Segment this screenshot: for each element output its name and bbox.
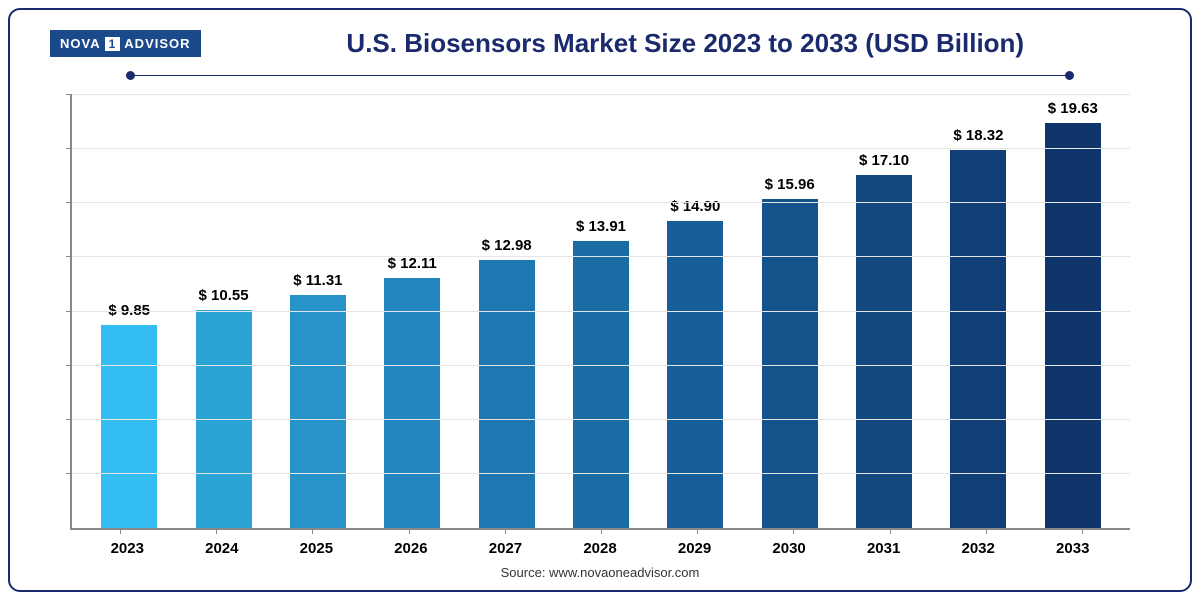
chart-title: U.S. Biosensors Market Size 2023 to 2033…: [221, 28, 1150, 59]
bar: [856, 175, 912, 528]
x-tick: [216, 528, 217, 534]
x-tick: [601, 528, 602, 534]
grid-line: [72, 473, 1130, 474]
grid-line: [72, 256, 1130, 257]
bar-value-label: $ 18.32: [953, 127, 1003, 144]
x-axis-label: 2032: [931, 540, 1026, 557]
x-axis-label: 2023: [80, 540, 175, 557]
bar-value-label: $ 17.10: [859, 152, 909, 169]
x-tick: [697, 528, 698, 534]
bar: [101, 325, 157, 528]
y-tick: [66, 473, 72, 474]
x-tick: [120, 528, 121, 534]
x-tick: [793, 528, 794, 534]
x-tick: [986, 528, 987, 534]
x-axis-label: 2025: [269, 540, 364, 557]
bar-group: $ 12.11: [365, 95, 459, 528]
chart-plot-area: $ 9.85 $ 10.55 $ 11.31 $ 12.11 $ 12.98 $ 13.9…: [70, 95, 1130, 530]
y-tick: [66, 256, 72, 257]
y-tick: [66, 202, 72, 203]
logo-text-right: ADVISOR: [124, 36, 190, 51]
logo-text-mid: 1: [105, 37, 121, 51]
bar: [573, 241, 629, 528]
x-tick: [312, 528, 313, 534]
x-tick: [409, 528, 410, 534]
y-tick: [66, 94, 72, 95]
divider-dot-right: [1065, 71, 1074, 80]
grid-line: [72, 94, 1130, 95]
y-tick: [66, 419, 72, 420]
grid-line: [72, 311, 1130, 312]
y-tick: [66, 365, 72, 366]
x-axis-label: 2033: [1025, 540, 1120, 557]
x-axis-labels: 2023202420252026202720282029203020312032…: [70, 540, 1130, 557]
bar-value-label: $ 12.11: [388, 255, 437, 272]
bar: [290, 295, 346, 528]
bar-group: $ 17.10: [837, 95, 931, 528]
bar-value-label: $ 12.98: [482, 237, 532, 254]
y-tick: [66, 311, 72, 312]
bar-value-label: $ 19.63: [1048, 100, 1098, 117]
bar-value-label: $ 15.96: [765, 176, 815, 193]
bar-group: $ 18.32: [931, 95, 1025, 528]
x-tick: [890, 528, 891, 534]
bar-group: $ 12.98: [459, 95, 553, 528]
x-axis-label: 2026: [364, 540, 459, 557]
bar-group: $ 9.85: [82, 95, 176, 528]
bar-value-label: $ 14.90: [670, 198, 720, 215]
title-divider: [130, 67, 1070, 85]
x-axis-label: 2031: [836, 540, 931, 557]
brand-logo: NOVA 1 ADVISOR: [50, 30, 201, 57]
grid-line: [72, 365, 1130, 366]
x-axis-label: 2029: [647, 540, 742, 557]
bar-group: $ 13.91: [554, 95, 648, 528]
grid-line: [72, 202, 1130, 203]
chart-frame: NOVA 1 ADVISOR U.S. Biosensors Market Si…: [8, 8, 1192, 592]
bar: [667, 221, 723, 528]
x-tick: [1082, 528, 1083, 534]
divider-line: [130, 75, 1070, 76]
bar-group: $ 14.90: [648, 95, 742, 528]
bar: [384, 278, 440, 528]
x-axis-label: 2027: [458, 540, 553, 557]
grid-line: [72, 419, 1130, 420]
x-axis-label: 2024: [175, 540, 270, 557]
bar-value-label: $ 10.55: [199, 287, 249, 304]
source-text: Source: www.novaoneadvisor.com: [50, 565, 1150, 580]
bar-group: $ 10.55: [176, 95, 270, 528]
grid-line: [72, 148, 1130, 149]
y-tick: [66, 148, 72, 149]
bar-value-label: $ 13.91: [576, 218, 626, 235]
header-row: NOVA 1 ADVISOR U.S. Biosensors Market Si…: [50, 28, 1150, 59]
x-axis-label: 2028: [553, 540, 648, 557]
x-tick: [505, 528, 506, 534]
bar-group: $ 15.96: [743, 95, 837, 528]
bar-value-label: $ 11.31: [293, 272, 342, 289]
logo-text-left: NOVA: [60, 36, 101, 51]
bar: [762, 199, 818, 528]
bar: [479, 260, 535, 528]
bar: [950, 150, 1006, 528]
x-axis-label: 2030: [742, 540, 837, 557]
bar-group: $ 11.31: [271, 95, 365, 528]
bars-container: $ 9.85 $ 10.55 $ 11.31 $ 12.11 $ 12.98 $ 13.9…: [72, 95, 1130, 528]
bar-group: $ 19.63: [1026, 95, 1120, 528]
bar: [1045, 123, 1101, 528]
